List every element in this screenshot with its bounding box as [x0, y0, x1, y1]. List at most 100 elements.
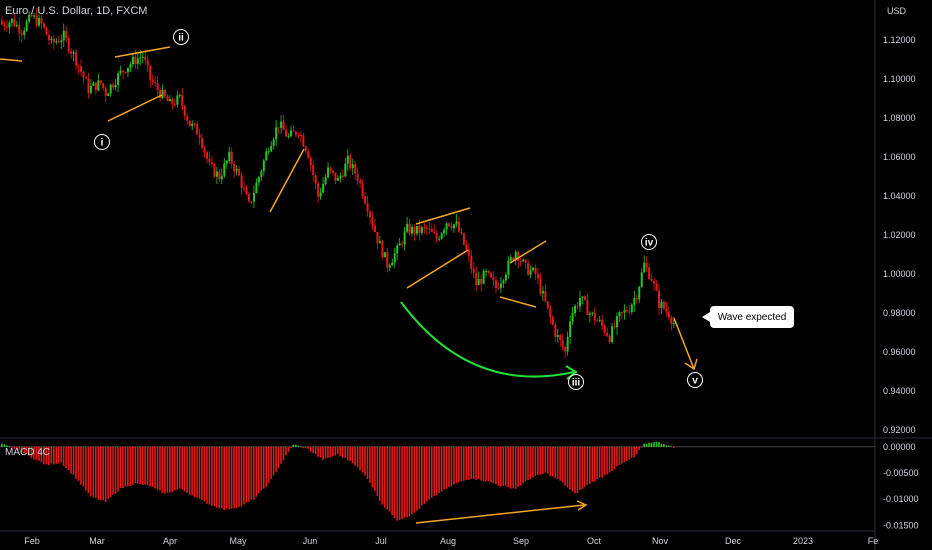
candle-body — [366, 203, 369, 212]
macd-bar — [102, 446, 104, 501]
macd-bar — [30, 446, 33, 458]
candle-body — [275, 127, 278, 140]
macd-bar — [40, 446, 43, 463]
macd-bar — [112, 446, 114, 495]
candle-body — [566, 337, 569, 352]
macd-bar — [645, 444, 648, 447]
macd-bar — [408, 446, 411, 517]
candle-body — [47, 34, 50, 41]
macd-bar — [169, 446, 171, 493]
candle-body — [665, 308, 668, 312]
macd-bar — [85, 446, 87, 491]
macd-bar — [304, 446, 307, 449]
price-tick-label: 1.04000 — [883, 191, 916, 201]
candle-body — [480, 279, 483, 284]
macd-bar — [665, 445, 668, 447]
candle-body — [235, 168, 238, 172]
candle-body — [67, 38, 70, 52]
macd-bar — [62, 446, 65, 466]
candle-body — [344, 163, 347, 177]
macd-bar — [292, 444, 295, 447]
candle-body — [302, 135, 305, 147]
candle-body — [176, 95, 179, 105]
macd-bar — [134, 446, 137, 484]
candle-body — [124, 72, 127, 74]
macd-bar — [191, 446, 193, 496]
macd-bar — [435, 446, 438, 496]
candle-body — [457, 221, 460, 232]
macd-bar — [366, 446, 369, 479]
candle-body — [359, 180, 362, 183]
candle-body — [146, 60, 149, 66]
macd-bar — [48, 446, 50, 466]
candle-body — [475, 272, 478, 286]
candle-body — [512, 257, 515, 261]
macd-bar — [467, 446, 470, 480]
macd-bar — [178, 446, 181, 489]
annotations-layer — [0, 46, 698, 524]
divergence-line — [415, 504, 585, 524]
macd-bar — [1, 443, 3, 447]
candle-body — [248, 194, 250, 202]
candle-body — [596, 320, 599, 322]
candle-body — [460, 231, 463, 234]
candle-body — [193, 123, 196, 125]
macd-bar — [337, 446, 339, 455]
candle-body — [80, 66, 83, 72]
candle-body — [30, 14, 33, 17]
candle-body — [23, 30, 26, 35]
macd-bar — [388, 446, 391, 512]
candle-body — [94, 82, 97, 91]
macd-bar — [403, 446, 406, 518]
macd-bar — [329, 446, 332, 458]
candle-body — [270, 145, 273, 152]
macd-bar — [576, 446, 579, 493]
axes-layer: USD 1.12000 1.10000 1.08000 1.06000 1.04000 1.… — [24, 6, 918, 546]
macd-bar — [280, 446, 282, 464]
price-tick-label: 0.96000 — [883, 347, 916, 357]
macd-bar — [3, 444, 6, 447]
candle-body — [625, 310, 628, 312]
candle-body — [411, 226, 414, 234]
candle-body — [82, 71, 85, 78]
channel-line — [269, 148, 305, 213]
candle-body — [28, 14, 31, 22]
macd-bar — [156, 446, 159, 490]
macd-bar — [383, 446, 386, 508]
macd-bar — [566, 446, 569, 488]
candle-body — [215, 171, 218, 177]
candle-body — [509, 257, 512, 261]
candle-body — [356, 173, 359, 181]
candle-body — [183, 105, 186, 117]
candle-body — [554, 324, 557, 337]
candle-body — [334, 172, 337, 181]
candle-body — [616, 316, 619, 328]
macd-tick-label: -0.01000 — [883, 494, 919, 504]
macd-bar — [13, 446, 16, 449]
macd-bar — [487, 446, 490, 482]
macd-bar — [10, 446, 13, 448]
macd-bar — [213, 446, 216, 507]
macd-bar — [569, 446, 571, 490]
macd-bar — [458, 446, 460, 483]
candle-body — [282, 121, 285, 131]
macd-bar — [663, 443, 665, 447]
candle-body — [623, 310, 626, 313]
macd-bar — [448, 446, 450, 487]
macd-bar — [655, 441, 658, 447]
macd-indicator-label[interactable]: MACD 4C — [5, 447, 51, 458]
macd-bar — [450, 446, 453, 487]
macd-bar — [260, 446, 263, 491]
macd-bar — [630, 446, 633, 458]
macd-bar — [25, 446, 28, 454]
candle-body — [191, 123, 194, 126]
macd-bar — [132, 446, 134, 485]
candle-body — [576, 305, 579, 307]
candle-body — [5, 26, 8, 28]
macd-bar — [349, 446, 351, 462]
macd-bar — [396, 446, 398, 521]
candle-body — [346, 155, 349, 164]
candle-body — [312, 164, 315, 176]
candle-body — [445, 223, 448, 230]
